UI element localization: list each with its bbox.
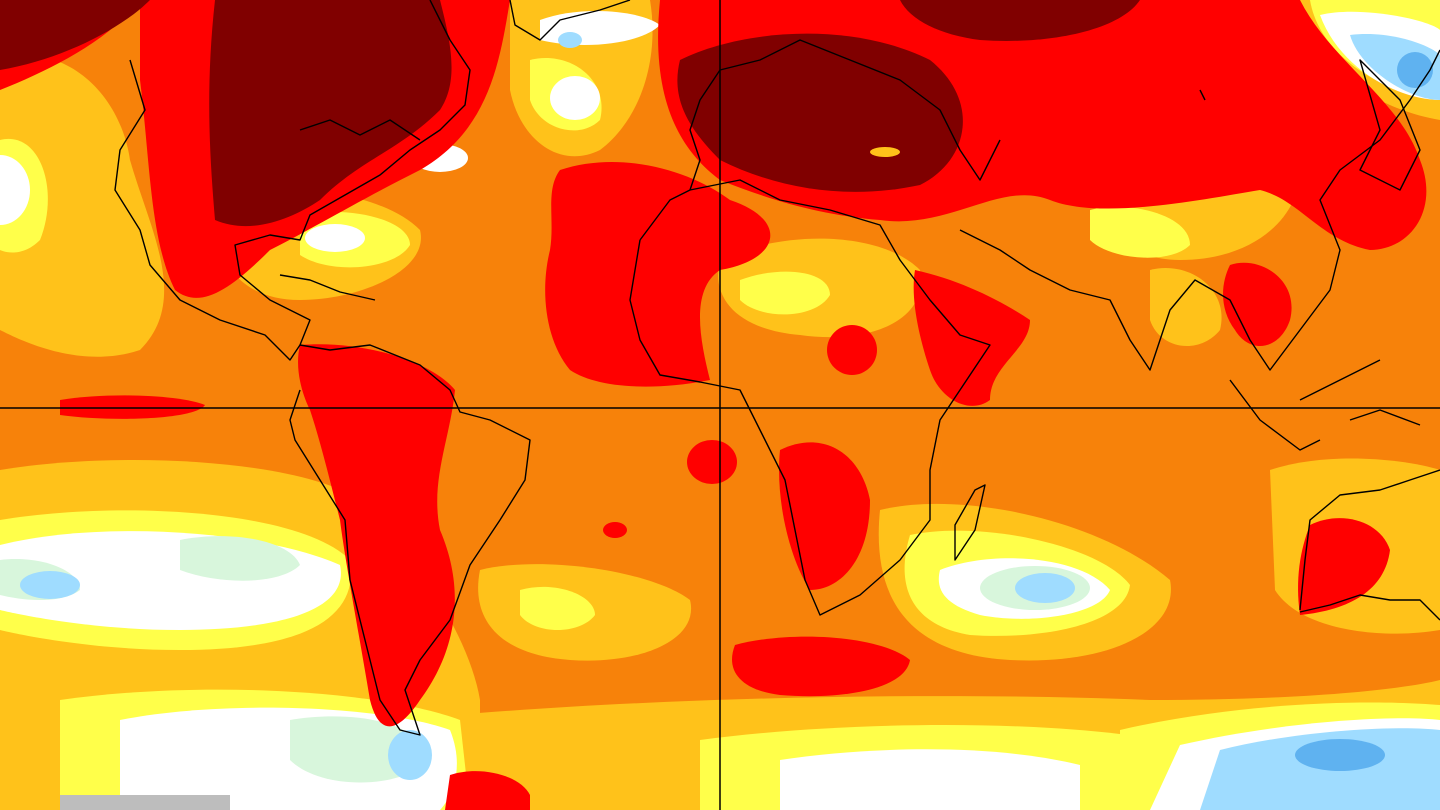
region	[1040, 46, 1290, 103]
coastlines	[114, 0, 1440, 736]
region	[870, 147, 900, 157]
region	[0, 55, 165, 357]
region	[445, 771, 530, 810]
region	[779, 442, 870, 590]
region	[687, 440, 737, 484]
region	[913, 270, 1030, 406]
region	[780, 749, 1080, 810]
region	[603, 522, 627, 538]
region	[209, 0, 452, 227]
coastline	[509, 0, 631, 41]
region	[1397, 52, 1433, 88]
region	[1015, 573, 1075, 603]
region	[827, 325, 877, 375]
region	[900, 0, 1140, 41]
region	[545, 161, 771, 387]
coastline	[279, 274, 376, 301]
region	[0, 0, 150, 70]
region	[60, 395, 205, 419]
coastline	[1199, 89, 1206, 101]
region	[740, 271, 830, 315]
coastline	[234, 0, 471, 346]
region	[1223, 262, 1292, 347]
region	[388, 730, 432, 780]
coastline	[954, 484, 986, 561]
extreme-regions	[0, 0, 1140, 227]
region	[1150, 268, 1222, 347]
region	[298, 344, 455, 727]
region	[1295, 739, 1385, 771]
region	[60, 795, 230, 810]
region	[305, 224, 365, 252]
region	[0, 155, 30, 225]
region	[1090, 206, 1190, 258]
region	[520, 586, 595, 630]
coastline	[1359, 59, 1421, 191]
coastline	[299, 119, 421, 141]
coastline	[1299, 469, 1440, 621]
coastline	[1229, 359, 1421, 451]
coastline	[629, 179, 991, 616]
region	[550, 76, 600, 120]
region	[558, 32, 582, 48]
region	[732, 636, 910, 697]
region	[20, 571, 80, 599]
coastline	[959, 49, 1440, 371]
cool-regions	[0, 10, 1440, 810]
coastline	[639, 39, 1001, 241]
region	[1298, 518, 1390, 615]
region	[180, 536, 300, 581]
coastline	[114, 59, 531, 736]
